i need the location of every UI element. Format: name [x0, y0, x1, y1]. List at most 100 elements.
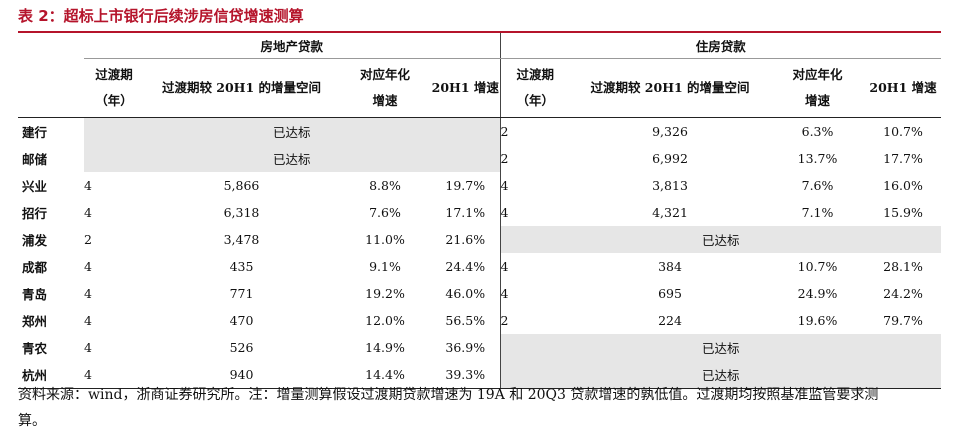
bank-name: 青岛 — [22, 287, 48, 302]
space-cell: 3,478 — [223, 232, 260, 247]
growth-cell: 15.9% — [883, 205, 923, 220]
space-cell: 470 — [229, 313, 254, 328]
period-cell: 4 — [84, 313, 92, 328]
title-rule — [18, 31, 941, 33]
growth-cell: 10.7% — [883, 124, 923, 139]
annual-cell: 19.2% — [365, 286, 405, 301]
space-cell: 384 — [658, 259, 682, 274]
annual-cell: 7.6% — [369, 205, 401, 220]
growth-cell: 24.2% — [883, 286, 923, 301]
period-cell: 4 — [499, 280, 571, 307]
table-row: 杭州 4 940 14.4% 39.3% 已达标 — [18, 361, 942, 389]
bank-name: 青农 — [22, 341, 48, 356]
growth-cell: 46.0% — [445, 286, 486, 301]
corner-cell — [18, 33, 84, 59]
col-header-period: 过渡期 （年） — [84, 58, 144, 118]
table-row: 郑州 4 470 12.0% 56.5% 2 224 19.6% 79.7% — [18, 307, 941, 334]
source-note: 资料来源：wind，浙商证券研究所。注：增量测算假设过渡期贷款增速为 19A 和… — [18, 382, 941, 434]
space-cell: 940 — [144, 361, 339, 389]
annual-cell: 7.6% — [801, 178, 834, 193]
period-cell: 2 — [499, 145, 571, 172]
period-cell: 2 — [84, 232, 92, 247]
annual-cell: 19.6% — [797, 313, 838, 328]
space-cell: 224 — [658, 313, 682, 328]
table-row: 青岛 4 771 19.2% 46.0% 4 695 24.9% 24.2% — [18, 280, 941, 307]
annual-cell: 9.1% — [369, 259, 401, 274]
merged-status-cell: 已达标 — [84, 117, 501, 145]
group-header-mortgage: 住房贷款 — [499, 33, 942, 59]
growth-cell: 16.0% — [883, 178, 923, 193]
annual-cell: 12.0% — [365, 313, 405, 328]
annual-cell: 8.8% — [369, 178, 401, 193]
bank-name: 招行 — [22, 206, 48, 221]
space-cell: 3,813 — [652, 178, 688, 193]
table-row: 邮储 已达标 2 6,992 13.7% 17.7% — [18, 145, 941, 172]
annual-cell: 10.7% — [797, 259, 838, 274]
period-cell: 4 — [84, 361, 144, 389]
growth-cell: 21.6% — [445, 232, 486, 247]
growth-cell: 39.3% — [431, 361, 501, 389]
space-cell: 695 — [658, 286, 682, 301]
annual-cell: 6.3% — [801, 124, 834, 139]
group-header-row: 房地产贷款 住房贷款 — [18, 33, 942, 59]
growth-cell: 36.9% — [445, 340, 486, 355]
period-cell: 2 — [499, 117, 571, 145]
space-cell: 9,326 — [652, 124, 688, 139]
col-header-space: 过渡期较 20H1 的增量空间 — [570, 58, 771, 118]
period-cell: 2 — [499, 307, 571, 334]
period-cell: 4 — [84, 286, 92, 301]
period-cell: 4 — [499, 172, 571, 199]
table-row: 浦发 2 3,478 11.0% 21.6% 已达标 — [18, 226, 942, 253]
col-header-period: 过渡期 （年） — [499, 58, 571, 118]
table-row: 招行 4 6,318 7.6% 17.1% 4 4,321 7.1% 15.9% — [18, 199, 941, 226]
space-cell: 771 — [229, 286, 254, 301]
col-header-space: 过渡期较 20H1 的增量空间 — [144, 58, 339, 118]
bank-name: 兴业 — [22, 179, 48, 194]
bank-name: 成都 — [22, 260, 48, 275]
growth-cell: 56.5% — [445, 313, 486, 328]
space-cell: 435 — [229, 259, 254, 274]
col-header-growth: 20H1 增速 — [865, 58, 942, 118]
bank-name: 浦发 — [22, 233, 48, 248]
group-header-real-estate: 房地产贷款 — [84, 33, 501, 59]
annual-cell: 7.1% — [801, 205, 834, 220]
table-title: 表 2：超标上市银行后续涉房信贷增速测算 — [18, 7, 304, 25]
period-cell: 4 — [499, 253, 571, 280]
growth-cell: 24.4% — [445, 259, 486, 274]
merged-status-cell: 已达标 — [499, 334, 942, 361]
data-table: 房地产贷款 住房贷款 过渡期 （年） 过渡期较 20H1 的增量空间 对应年化 增速… — [18, 33, 942, 389]
source-note-line2: 算。 — [18, 413, 46, 429]
col-header-growth: 20H1 增速 — [431, 58, 501, 118]
growth-cell: 28.1% — [883, 259, 923, 274]
space-cell: 6,992 — [652, 151, 688, 166]
period-cell: 4 — [84, 259, 92, 274]
merged-status-cell: 已达标 — [499, 226, 942, 253]
period-cell: 4 — [84, 340, 92, 355]
bank-name: 杭州 — [18, 361, 84, 389]
table-row: 成都 4 435 9.1% 24.4% 4 384 10.7% 28.1% — [18, 253, 941, 280]
bank-name: 郑州 — [22, 314, 48, 329]
bank-name: 建行 — [22, 125, 48, 140]
table-row: 青农 4 526 14.9% 36.9% 已达标 — [18, 334, 942, 361]
table-body: 房地产贷款 住房贷款 过渡期 （年） 过渡期较 20H1 的增量空间 对应年化 增速… — [18, 33, 942, 389]
space-cell: 5,866 — [223, 178, 260, 193]
annual-cell: 13.7% — [797, 151, 838, 166]
period-cell: 4 — [499, 199, 571, 226]
annual-cell: 14.9% — [365, 340, 405, 355]
table-row: 兴业 4 5,866 8.8% 19.7% 4 3,813 7.6% 16.0% — [18, 172, 941, 199]
period-cell: 4 — [84, 205, 92, 220]
annual-cell: 24.9% — [797, 286, 838, 301]
table-row: 建行 已达标 2 9,326 6.3% 10.7% — [18, 117, 941, 145]
annual-cell: 11.0% — [365, 232, 405, 247]
growth-cell: 17.7% — [883, 151, 923, 166]
column-header-row: 过渡期 （年） 过渡期较 20H1 的增量空间 对应年化 增速 20H1 增速 过渡… — [18, 58, 942, 118]
col-header-annual: 对应年化 增速 — [339, 58, 431, 118]
source-note-line1: 资料来源：wind，浙商证券研究所。注：增量测算假设过渡期贷款增速为 19A 和… — [18, 387, 879, 403]
bank-col-header — [18, 58, 84, 118]
bank-name: 邮储 — [22, 152, 48, 167]
col-header-annual: 对应年化 增速 — [770, 58, 866, 118]
period-cell: 4 — [84, 178, 92, 193]
growth-cell: 19.7% — [445, 178, 486, 193]
growth-cell: 17.1% — [445, 205, 486, 220]
annual-cell: 14.4% — [339, 361, 431, 389]
